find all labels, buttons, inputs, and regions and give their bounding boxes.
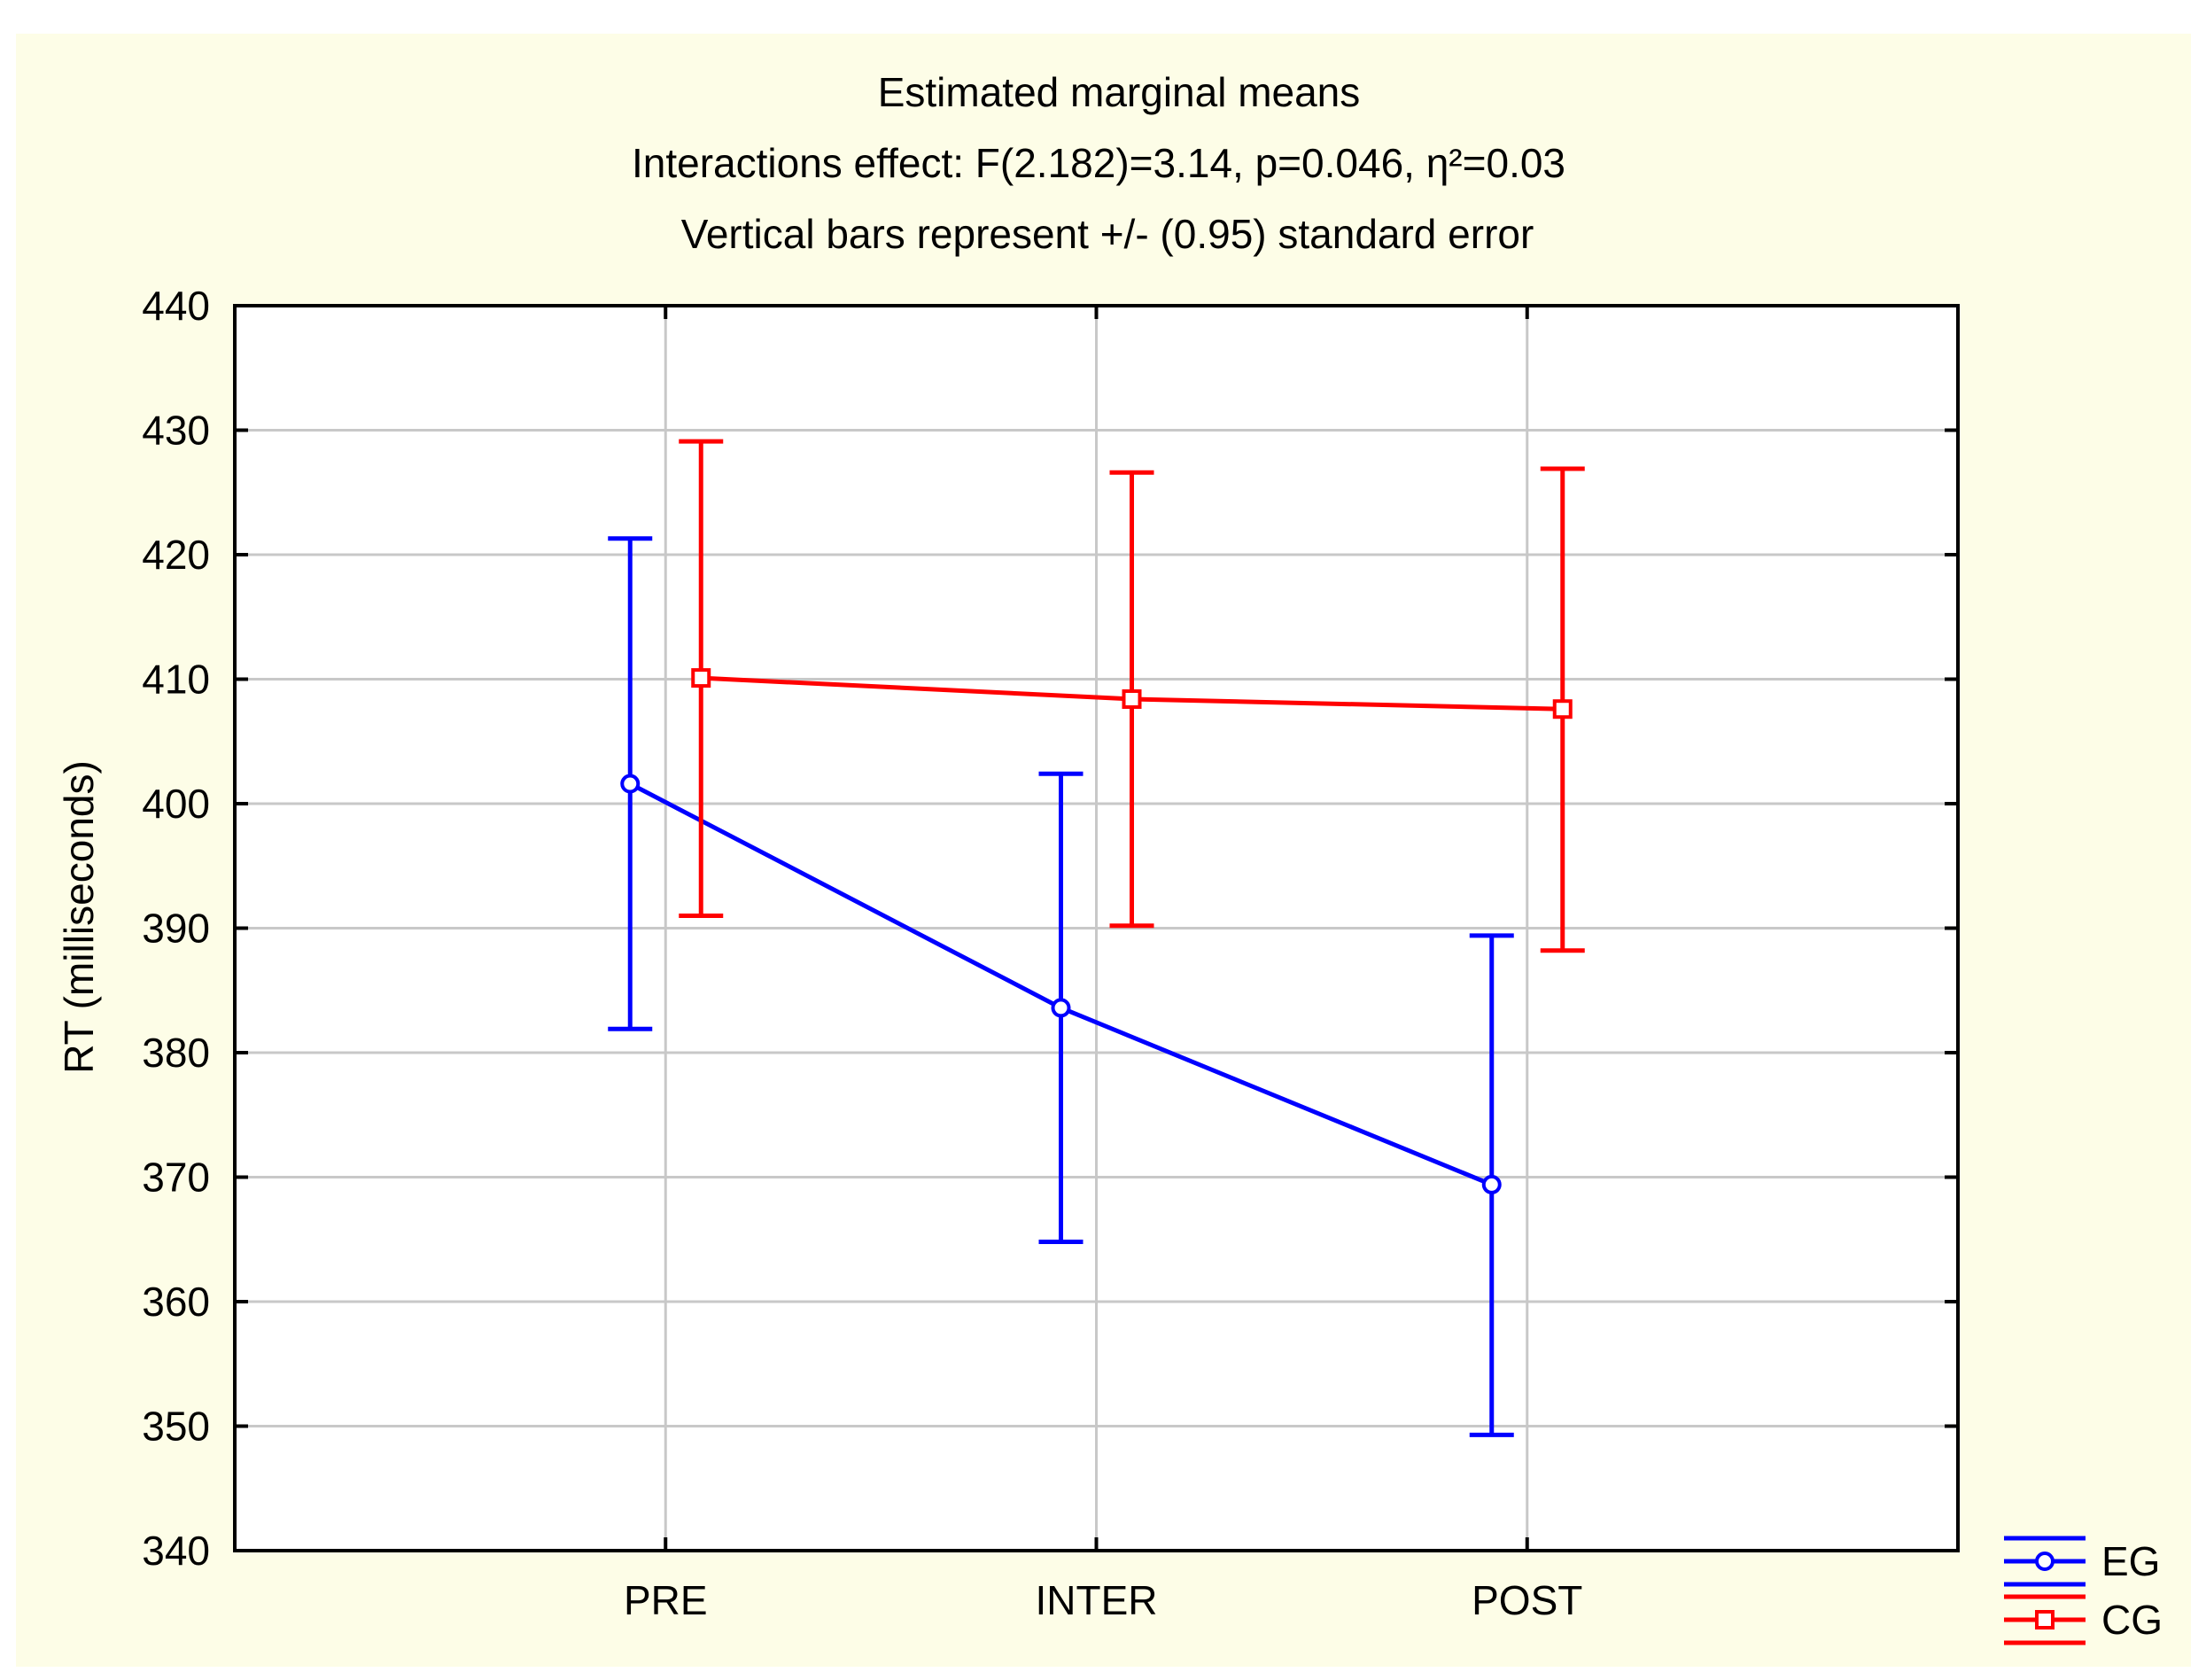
chart-title: Estimated marginal means — [878, 69, 1361, 115]
data-point-eg-pre — [620, 774, 641, 794]
data-series — [608, 439, 1585, 1437]
y-tick-label-410: 410 — [142, 657, 210, 703]
data-point-cg-inter — [1122, 688, 1142, 709]
legend-label-cg: CG — [2101, 1597, 2163, 1643]
data-point-eg-inter — [1051, 998, 1071, 1018]
grid-lines — [235, 306, 1958, 1551]
data-point-eg-post — [1481, 1174, 1502, 1194]
y-tick-label-370: 370 — [142, 1155, 210, 1201]
legend-entry-cg: CG — [2004, 1594, 2163, 1645]
x-tick-label-post: POST — [1472, 1577, 1582, 1623]
y-tick-label-360: 360 — [142, 1279, 210, 1325]
tick-labels: 340 350 360 370 380 390 400 410 420 430 440 PRE INTE… — [142, 283, 1582, 1623]
y-tick-label-440: 440 — [142, 283, 210, 329]
y-tick-label-340: 340 — [142, 1528, 210, 1574]
y-axis-label: RT (milliseconds) — [56, 760, 102, 1074]
data-point-cg-post — [1552, 699, 1573, 719]
legend-entry-eg: EG — [2004, 1536, 2160, 1587]
data-point-cg-pre — [691, 668, 711, 688]
y-tick-label-350: 350 — [142, 1404, 210, 1450]
chart-subtitle-line-1: Interactions effect: F(2.182)=3.14, p=0.… — [632, 140, 1565, 186]
legend: EG CG — [2004, 1536, 2163, 1645]
x-tick-label-inter: INTER — [1036, 1577, 1158, 1623]
series-eg — [608, 536, 1514, 1437]
series-cg — [679, 439, 1585, 953]
y-tick-label-420: 420 — [142, 532, 210, 578]
y-tick-label-380: 380 — [142, 1030, 210, 1076]
chart-subtitle-line-2: Vertical bars represent +/- (0.95) stand… — [681, 211, 1534, 257]
axes — [233, 304, 1960, 1552]
legend-label-eg: EG — [2101, 1538, 2160, 1584]
y-tick-label-400: 400 — [142, 781, 210, 827]
y-tick-label-430: 430 — [142, 408, 210, 454]
x-tick-label-pre: PRE — [624, 1577, 708, 1623]
y-tick-label-390: 390 — [142, 906, 210, 952]
legend-marker-eg — [2035, 1552, 2055, 1571]
legend-marker-cg — [2035, 1610, 2055, 1629]
